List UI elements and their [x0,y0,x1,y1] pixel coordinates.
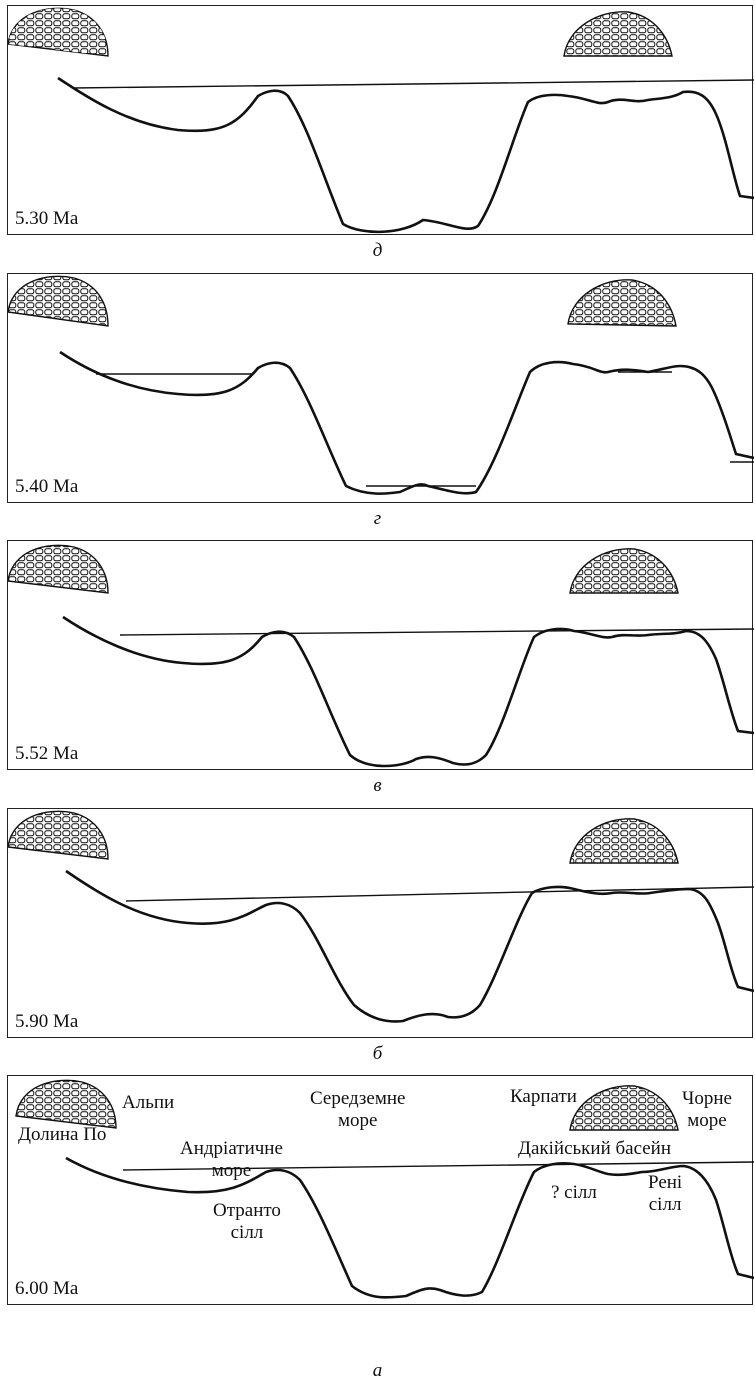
panel-caption: г [373,508,382,529]
panel-caption: в [373,775,382,796]
label-dacian-basin: Дакійський басейн [518,1138,672,1159]
panel-5-40: 5.40 Ma [7,273,754,503]
label-otranto-line1: Отранто [213,1200,281,1221]
seafloor-profile [57,76,754,234]
label-alps: Альпи [122,1092,175,1113]
cross-section-diagram [15,1079,754,1299]
label-adriatic-line1: Андріатичне [180,1138,283,1159]
sea-level-line [119,628,754,636]
label-black-sea: Чорне море [682,1088,732,1132]
sea-level-line [122,1161,754,1171]
sea-level-line [125,886,754,902]
panel-caption: а [372,1360,383,1381]
label-black-sea-line1: Чорне [682,1088,732,1109]
age-label: 5.30 Ma [15,208,79,229]
label-reni-sill: Рені сілл [648,1172,682,1216]
cross-section-diagram [8,544,754,768]
age-label: 5.40 Ma [15,476,79,497]
label-adriatic-line2: море [211,1160,252,1181]
mountain-icon [569,818,679,864]
label-po-valley: Долина По [18,1124,107,1145]
panel-5-30: 5.30 Ma [7,5,754,235]
label-mediterranean-line1: Середземне [310,1088,406,1109]
mountain-icon [8,810,109,860]
label-mediterranean: Середземне море [310,1088,405,1132]
label-adriatic: Андріатичне море [180,1138,283,1182]
label-unknown-sill: ? сілл [551,1182,597,1203]
label-otranto-line2: сілл [230,1222,264,1243]
sea-level-line [72,79,754,89]
mountain-icon [563,11,673,57]
mountain-icon [8,275,109,327]
seafloor-profile [65,869,754,1023]
cross-section-diagram [8,275,754,495]
panel-5-90: 5.90 Ma [7,808,754,1038]
age-label: 6.00 Ma [15,1278,79,1299]
label-reni-line1: Рені [648,1172,683,1193]
mountain-icon [8,544,109,594]
cross-section-diagram [8,7,754,234]
panel-6-00: 6.00 Ma Альпи Долина По Середземне море … [7,1075,754,1305]
label-black-sea-line2: море [687,1110,727,1131]
panel-5-52: 5.52 Ma [7,540,754,770]
mountain-icon [8,7,109,57]
seafloor-profile [65,1156,754,1299]
panel-caption: д [372,240,383,261]
label-mediterranean-line2: море [338,1110,378,1131]
label-carpathians: Карпати [510,1086,577,1107]
seafloor-profile [62,615,754,768]
mountain-icon [567,279,677,327]
age-label: 5.52 Ma [15,743,79,764]
panel-caption: б [372,1043,383,1064]
seafloor-profile [59,350,754,495]
mountain-icon [15,1079,117,1129]
mountain-icon [569,1085,679,1131]
label-otranto-sill: Отранто сілл [213,1200,281,1244]
cross-section-diagram [8,810,754,1023]
age-label: 5.90 Ma [15,1011,79,1032]
label-reni-line2: сілл [648,1194,682,1215]
mountain-icon [569,548,679,594]
